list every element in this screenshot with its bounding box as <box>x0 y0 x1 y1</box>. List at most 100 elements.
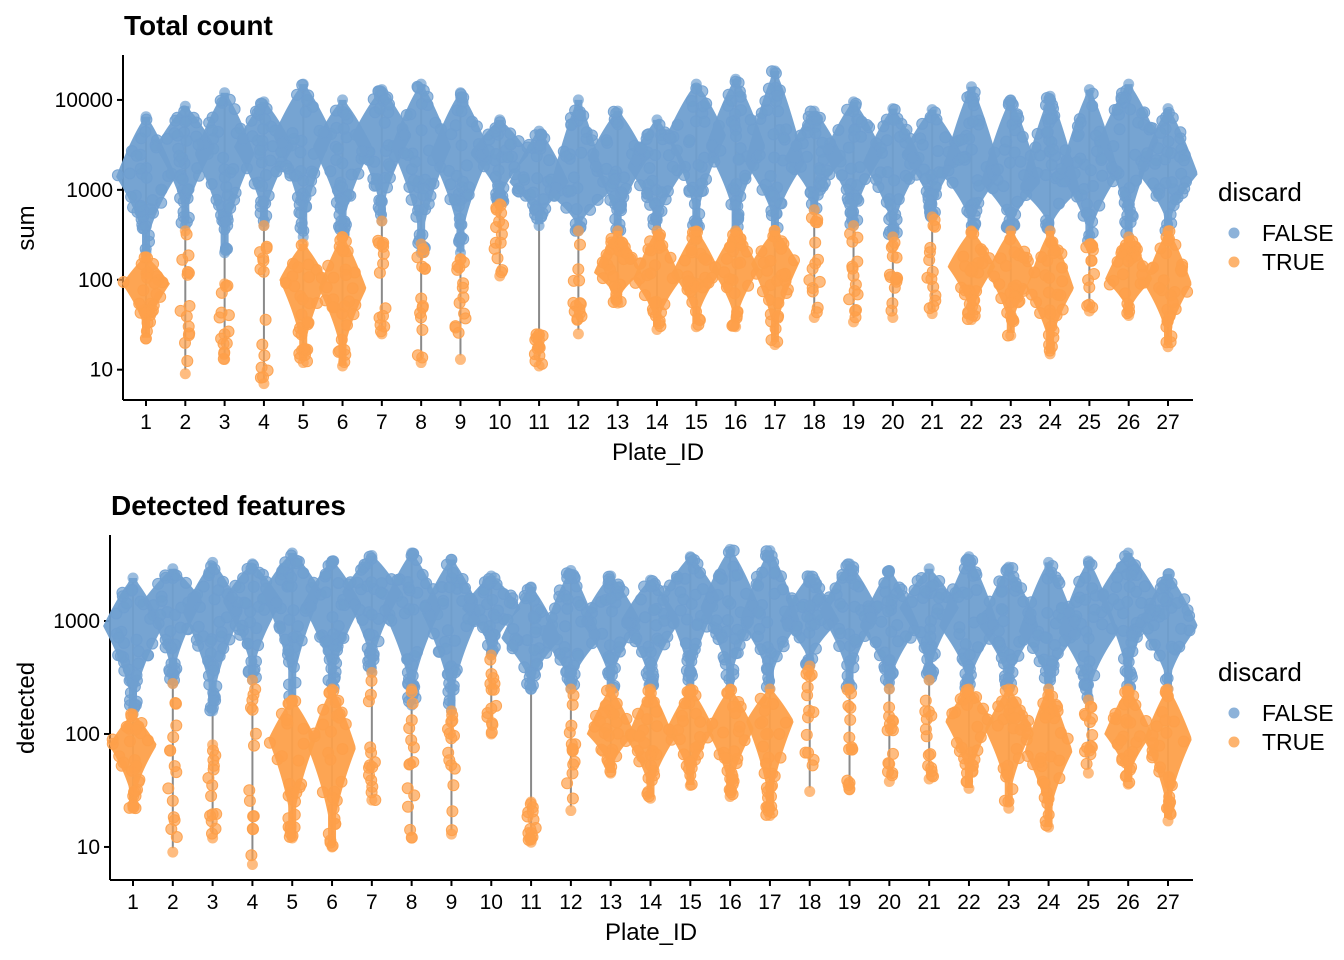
false-point <box>916 138 929 151</box>
false-point <box>772 105 785 118</box>
true-point <box>804 660 816 672</box>
false-point <box>398 128 411 141</box>
false-point <box>905 596 918 608</box>
true-point <box>1025 288 1038 301</box>
false-point <box>992 624 1005 637</box>
false-point <box>490 148 502 160</box>
false-point <box>523 138 535 151</box>
false-point <box>207 132 220 145</box>
false-point <box>146 637 159 650</box>
false-point <box>588 628 601 641</box>
false-point <box>432 645 445 658</box>
false-point <box>848 96 860 108</box>
false-point <box>297 567 310 579</box>
true-point <box>566 767 579 780</box>
false-point <box>931 603 944 616</box>
true-point <box>298 342 311 355</box>
true-point <box>566 792 579 805</box>
true-point <box>602 729 615 742</box>
true-point <box>631 745 644 757</box>
false-point <box>283 613 296 626</box>
true-point <box>1043 683 1055 695</box>
true-point <box>568 755 581 768</box>
x-tick-label: 14 <box>645 411 669 434</box>
true-point <box>1038 777 1051 790</box>
true-point <box>923 254 936 266</box>
true-point <box>1122 683 1134 695</box>
false-point <box>396 596 409 608</box>
true-point <box>525 836 537 848</box>
false-point <box>142 649 155 662</box>
false-point <box>375 194 388 207</box>
true-point <box>779 716 792 729</box>
false-point <box>434 160 447 173</box>
false-point <box>681 613 693 626</box>
false-point <box>443 694 456 707</box>
true-point <box>1159 714 1172 727</box>
true-point <box>1034 307 1047 319</box>
false-point <box>1154 582 1167 595</box>
false-point <box>139 220 152 232</box>
true-point <box>166 794 179 807</box>
true-point <box>605 767 617 779</box>
true-point <box>764 683 776 695</box>
true-point <box>694 731 706 743</box>
true-point <box>1177 735 1190 748</box>
false-point <box>906 151 919 164</box>
x-tick-label: 5 <box>297 411 309 434</box>
true-point <box>958 752 971 765</box>
true-point <box>572 225 584 237</box>
true-point <box>738 734 751 747</box>
x-tick-label: 20 <box>878 891 901 914</box>
false-point <box>427 583 440 596</box>
false-point <box>321 634 334 647</box>
false-point <box>734 142 747 155</box>
false-point <box>883 564 895 576</box>
x-tick-label: 27 <box>1156 411 1179 434</box>
false-point <box>464 592 477 605</box>
true-point <box>756 716 769 728</box>
false-point <box>881 595 894 608</box>
false-point <box>466 115 479 128</box>
false-point <box>865 611 878 624</box>
true-point <box>449 321 462 334</box>
false-point <box>719 658 732 671</box>
true-point <box>533 328 545 340</box>
false-point <box>416 568 429 581</box>
true-point <box>844 713 857 726</box>
false-point <box>1169 193 1182 206</box>
false-point <box>337 194 350 207</box>
false-point <box>371 173 383 186</box>
true-point <box>730 321 742 333</box>
false-point <box>683 185 696 198</box>
false-point <box>722 595 735 608</box>
true-point <box>788 254 800 267</box>
false-point <box>445 554 457 566</box>
false-point <box>398 147 411 160</box>
true-point <box>1008 290 1021 303</box>
false-point <box>658 585 671 598</box>
true-point <box>605 232 618 245</box>
true-point <box>729 707 742 720</box>
false-point <box>727 668 740 681</box>
true-point <box>963 782 975 794</box>
false-point <box>1153 649 1166 662</box>
false-point <box>401 653 414 666</box>
false-point <box>1014 155 1027 168</box>
false-point <box>1125 568 1138 581</box>
false-point <box>353 603 366 616</box>
false-point <box>453 212 466 225</box>
true-point <box>566 698 579 711</box>
false-point <box>1130 585 1143 598</box>
false-point <box>800 150 813 163</box>
true-point <box>162 782 175 795</box>
false-point <box>226 591 239 604</box>
false-point <box>1093 199 1106 212</box>
true-point <box>1162 683 1174 695</box>
false-point <box>473 604 486 617</box>
true-point <box>988 270 1001 283</box>
false-point <box>543 154 556 167</box>
false-point <box>398 607 411 620</box>
true-point <box>123 735 136 748</box>
false-point <box>570 203 583 216</box>
